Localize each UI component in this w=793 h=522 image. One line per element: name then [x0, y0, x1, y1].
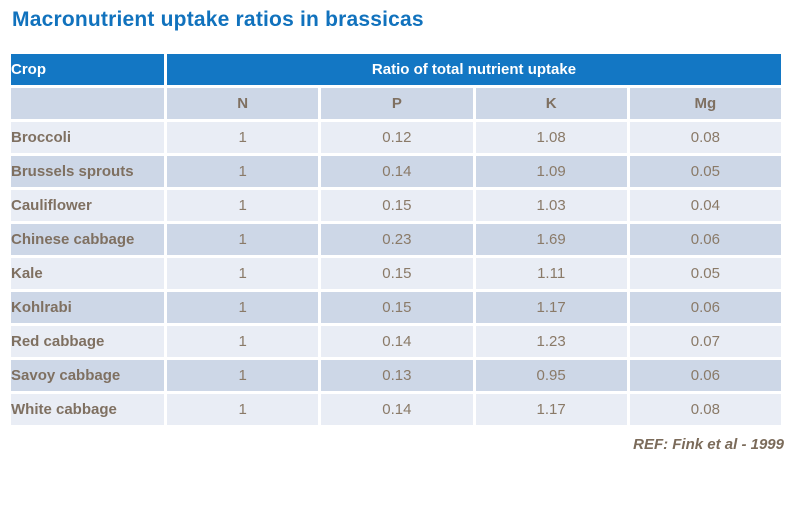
value-cell: 1.17	[472, 391, 630, 428]
value-cell: 0.13	[318, 357, 476, 394]
value-cell: 1.17	[472, 289, 630, 326]
value-cell: 1	[163, 221, 322, 258]
value-cell: 0.15	[318, 187, 476, 224]
value-cell: 1	[163, 255, 322, 292]
crop-name-cell: Cauliflower	[8, 187, 167, 224]
table-row: Chinese cabbage 1 0.23 1.69 0.06	[8, 221, 785, 258]
value-cell: 0.95	[472, 357, 630, 394]
value-cell: 0.06	[626, 221, 785, 258]
table-row: White cabbage 1 0.14 1.17 0.08	[8, 391, 785, 428]
value-cell: 0.06	[626, 357, 785, 394]
value-cell: 0.23	[318, 221, 476, 258]
reference-note: REF: Fink et al - 1999	[633, 436, 784, 453]
crop-name-cell: Kohlrabi	[8, 289, 167, 326]
value-cell: 0.08	[626, 391, 785, 428]
table-row: Cauliflower 1 0.15 1.03 0.04	[8, 187, 785, 224]
crop-name-cell: Kale	[8, 255, 167, 292]
value-cell: 0.05	[626, 255, 785, 292]
column-header-n: N	[163, 85, 322, 122]
column-header-p: P	[318, 85, 476, 122]
table-row: Red cabbage 1 0.14 1.23 0.07	[8, 323, 785, 360]
group-header: Ratio of total nutrient uptake	[164, 51, 784, 88]
crop-name-cell: Broccoli	[8, 119, 167, 156]
empty-subheader-cell	[8, 85, 167, 122]
table-subheader-row: N P K Mg	[8, 85, 785, 122]
value-cell: 0.14	[318, 391, 476, 428]
crop-name-cell: White cabbage	[8, 391, 167, 428]
value-cell: 1.08	[472, 119, 630, 156]
value-cell: 0.15	[318, 289, 476, 326]
value-cell: 1.23	[472, 323, 630, 360]
table-row: Savoy cabbage 1 0.13 0.95 0.06	[8, 357, 785, 394]
column-header-k: K	[472, 85, 630, 122]
value-cell: 1	[163, 289, 322, 326]
table-row: Brussels sprouts 1 0.14 1.09 0.05	[8, 153, 785, 190]
value-cell: 1	[163, 323, 322, 360]
crop-name-cell: Brussels sprouts	[8, 153, 167, 190]
crop-name-cell: Savoy cabbage	[8, 357, 167, 394]
value-cell: 1.03	[472, 187, 630, 224]
value-cell: 0.04	[626, 187, 785, 224]
value-cell: 1	[163, 119, 322, 156]
value-cell: 1.09	[472, 153, 630, 190]
value-cell: 1	[163, 357, 322, 394]
table-row: Broccoli 1 0.12 1.08 0.08	[8, 119, 785, 156]
value-cell: 0.15	[318, 255, 476, 292]
value-cell: 0.06	[626, 289, 785, 326]
value-cell: 1	[163, 187, 322, 224]
value-cell: 1.11	[472, 255, 630, 292]
nutrient-uptake-table: Crop Ratio of total nutrient uptake N P …	[8, 51, 785, 428]
table-row: Kale 1 0.15 1.11 0.05	[8, 255, 785, 292]
value-cell: 0.14	[318, 323, 476, 360]
value-cell: 0.08	[626, 119, 785, 156]
value-cell: 0.14	[318, 153, 476, 190]
value-cell: 0.07	[626, 323, 785, 360]
value-cell: 1	[163, 153, 322, 190]
page-title: Macronutrient uptake ratios in brassicas	[12, 8, 424, 31]
value-cell: 0.05	[626, 153, 785, 190]
column-header-mg: Mg	[626, 85, 785, 122]
value-cell: 1	[163, 391, 322, 428]
table-row: Kohlrabi 1 0.15 1.17 0.06	[8, 289, 785, 326]
table-header-row: Crop Ratio of total nutrient uptake	[8, 51, 784, 88]
crop-name-cell: Chinese cabbage	[8, 221, 167, 258]
crop-column-header: Crop	[8, 51, 167, 88]
value-cell: 0.12	[318, 119, 476, 156]
crop-name-cell: Red cabbage	[8, 323, 167, 360]
value-cell: 1.69	[472, 221, 630, 258]
